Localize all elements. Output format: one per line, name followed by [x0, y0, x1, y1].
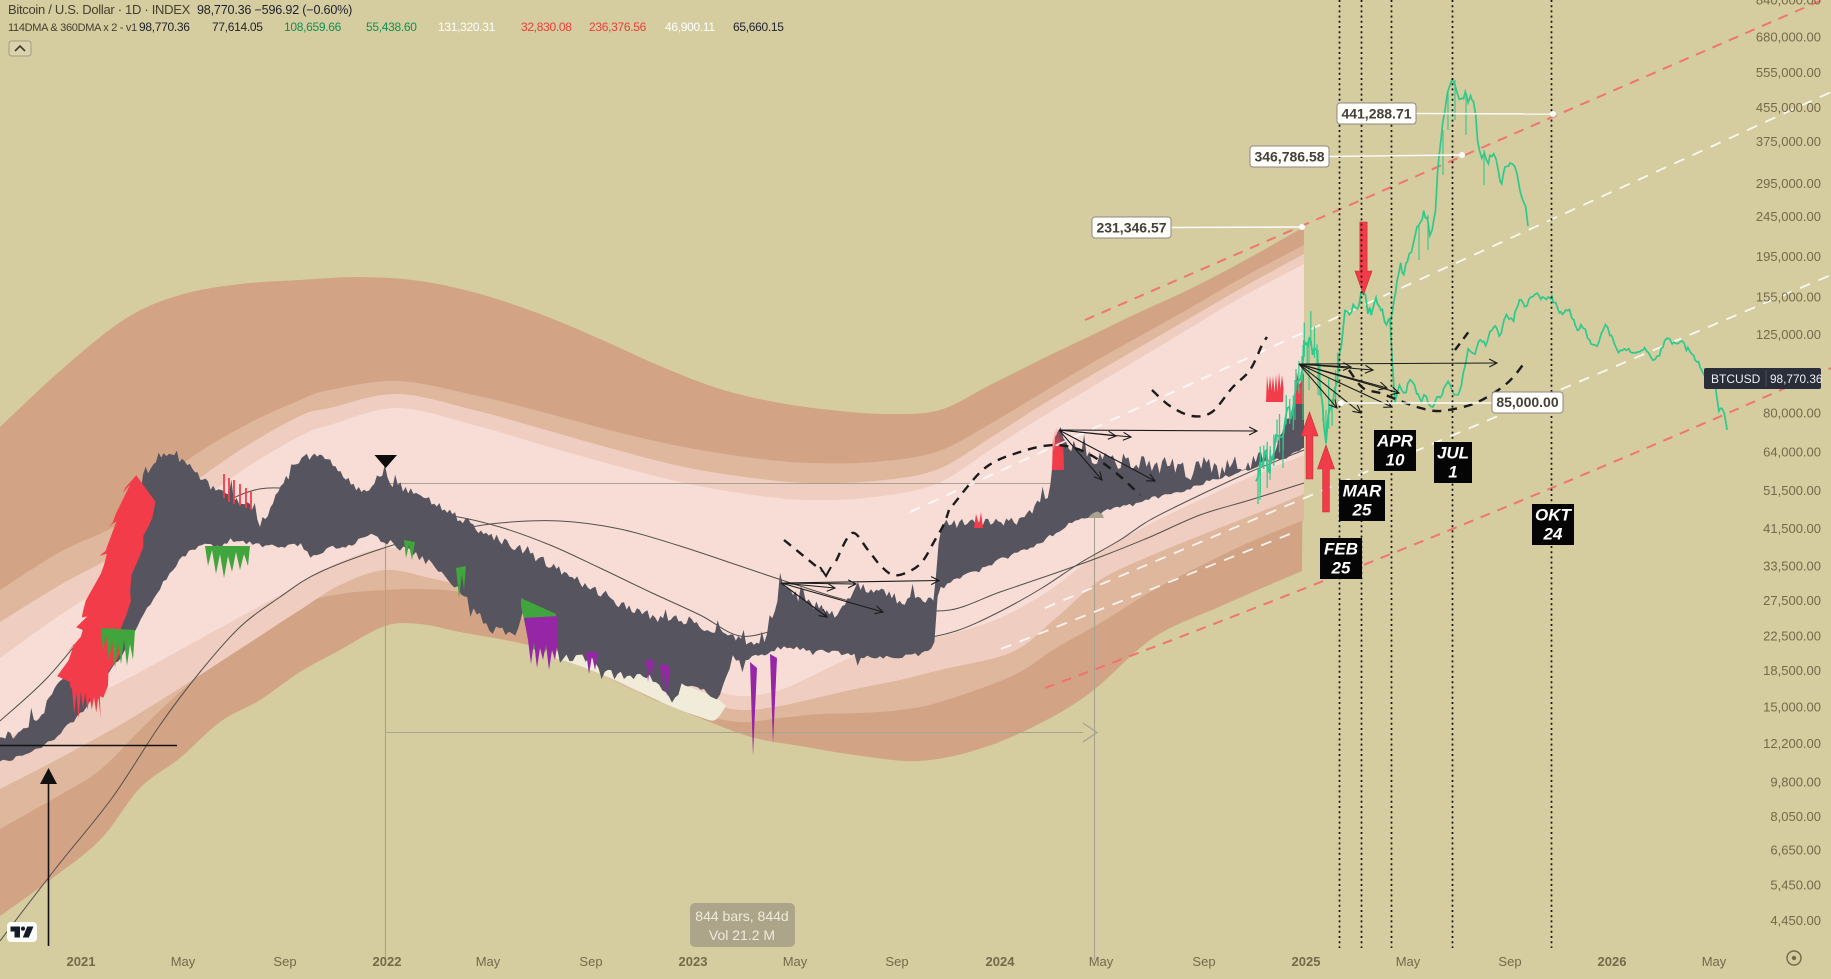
svg-text:236,376.56: 236,376.56 [589, 20, 647, 34]
svg-text:98,770.36 −596.92 (−0.60%): 98,770.36 −596.92 (−0.60%) [197, 3, 352, 17]
svg-text:JUL: JUL [1437, 444, 1469, 463]
svg-text:Sep: Sep [579, 954, 602, 969]
svg-text:231,346.57: 231,346.57 [1096, 220, 1166, 236]
svg-text:Sep: Sep [885, 954, 908, 969]
svg-text:6,650.00: 6,650.00 [1770, 843, 1821, 858]
svg-text:295,000.00: 295,000.00 [1756, 176, 1821, 191]
svg-text:85,000.00: 85,000.00 [1496, 394, 1558, 410]
svg-text:Sep: Sep [1192, 954, 1215, 969]
svg-text:22,500.00: 22,500.00 [1763, 628, 1821, 643]
svg-text:May: May [171, 954, 196, 969]
svg-text:51,500.00: 51,500.00 [1763, 483, 1821, 498]
svg-text:1: 1 [1448, 463, 1457, 482]
svg-text:55,438.60: 55,438.60 [366, 20, 417, 34]
svg-text:MAR: MAR [1343, 482, 1382, 501]
svg-text:65,660.15: 65,660.15 [733, 20, 784, 34]
svg-text:46,900.11: 46,900.11 [665, 20, 715, 34]
svg-text:4,450.00: 4,450.00 [1770, 913, 1821, 928]
svg-text:APR: APR [1376, 432, 1414, 451]
svg-text:May: May [1089, 954, 1114, 969]
svg-text:108,659.66: 108,659.66 [284, 20, 342, 34]
svg-text:555,000.00: 555,000.00 [1756, 65, 1821, 80]
svg-text:114DMA & 360DMA x 2 - v1: 114DMA & 360DMA x 2 - v1 [8, 22, 137, 34]
svg-text:245,000.00: 245,000.00 [1756, 209, 1821, 224]
svg-text:195,000.00: 195,000.00 [1756, 249, 1821, 264]
svg-text:41,500.00: 41,500.00 [1763, 521, 1821, 536]
svg-text:64,000.00: 64,000.00 [1763, 445, 1821, 460]
svg-text:18,500.00: 18,500.00 [1763, 663, 1821, 678]
svg-text:24: 24 [1543, 525, 1563, 544]
svg-text:27,500.00: 27,500.00 [1763, 593, 1821, 608]
svg-text:May: May [1396, 954, 1421, 969]
svg-text:32,830.08: 32,830.08 [521, 20, 572, 34]
svg-text:2021: 2021 [67, 954, 96, 969]
svg-text:15,000.00: 15,000.00 [1763, 700, 1821, 715]
svg-text:25: 25 [1352, 501, 1372, 520]
svg-text:98,770.36: 98,770.36 [1770, 372, 1823, 386]
svg-text:2022: 2022 [373, 954, 402, 969]
svg-text:77,614.05: 77,614.05 [212, 20, 263, 34]
svg-text:441,288.71: 441,288.71 [1341, 106, 1411, 122]
svg-text:OKT: OKT [1535, 506, 1573, 525]
svg-text:12,200.00: 12,200.00 [1763, 736, 1821, 751]
svg-text:840,000.00: 840,000.00 [1756, 0, 1821, 7]
svg-text:2023: 2023 [679, 954, 708, 969]
svg-text:680,000.00: 680,000.00 [1756, 30, 1821, 45]
svg-text:844 bars, 844d: 844 bars, 844d [695, 908, 788, 924]
svg-text:375,000.00: 375,000.00 [1756, 134, 1821, 149]
svg-text:May: May [1702, 954, 1727, 969]
svg-text:May: May [783, 954, 808, 969]
svg-text:10: 10 [1386, 451, 1405, 470]
svg-text:131,320.31: 131,320.31 [438, 20, 496, 34]
svg-text:80,000.00: 80,000.00 [1763, 406, 1821, 421]
svg-text:98,770.36: 98,770.36 [139, 20, 190, 34]
svg-text:33,500.00: 33,500.00 [1763, 558, 1821, 573]
svg-text:8,050.00: 8,050.00 [1770, 809, 1821, 824]
svg-text:9,800.00: 9,800.00 [1770, 774, 1821, 789]
svg-text:2026: 2026 [1598, 954, 1627, 969]
svg-text:Sep: Sep [1498, 954, 1521, 969]
svg-text:Vol 21.2 M: Vol 21.2 M [709, 927, 775, 943]
svg-text:455,000.00: 455,000.00 [1756, 100, 1821, 115]
svg-text:5,450.00: 5,450.00 [1770, 878, 1821, 893]
svg-text:346,786.58: 346,786.58 [1254, 149, 1324, 165]
svg-text:25: 25 [1331, 559, 1351, 578]
svg-text:May: May [476, 954, 501, 969]
svg-text:FEB: FEB [1324, 540, 1358, 559]
svg-text:155,000.00: 155,000.00 [1756, 289, 1821, 304]
svg-text:125,000.00: 125,000.00 [1756, 327, 1821, 342]
svg-text:Bitcoin / U.S. Dollar · 1D · I: Bitcoin / U.S. Dollar · 1D · INDEX [8, 2, 191, 17]
svg-text:2025: 2025 [1292, 954, 1321, 969]
svg-text:2024: 2024 [986, 954, 1016, 969]
svg-text:BTCUSD: BTCUSD [1711, 372, 1761, 386]
svg-text:Sep: Sep [273, 954, 296, 969]
